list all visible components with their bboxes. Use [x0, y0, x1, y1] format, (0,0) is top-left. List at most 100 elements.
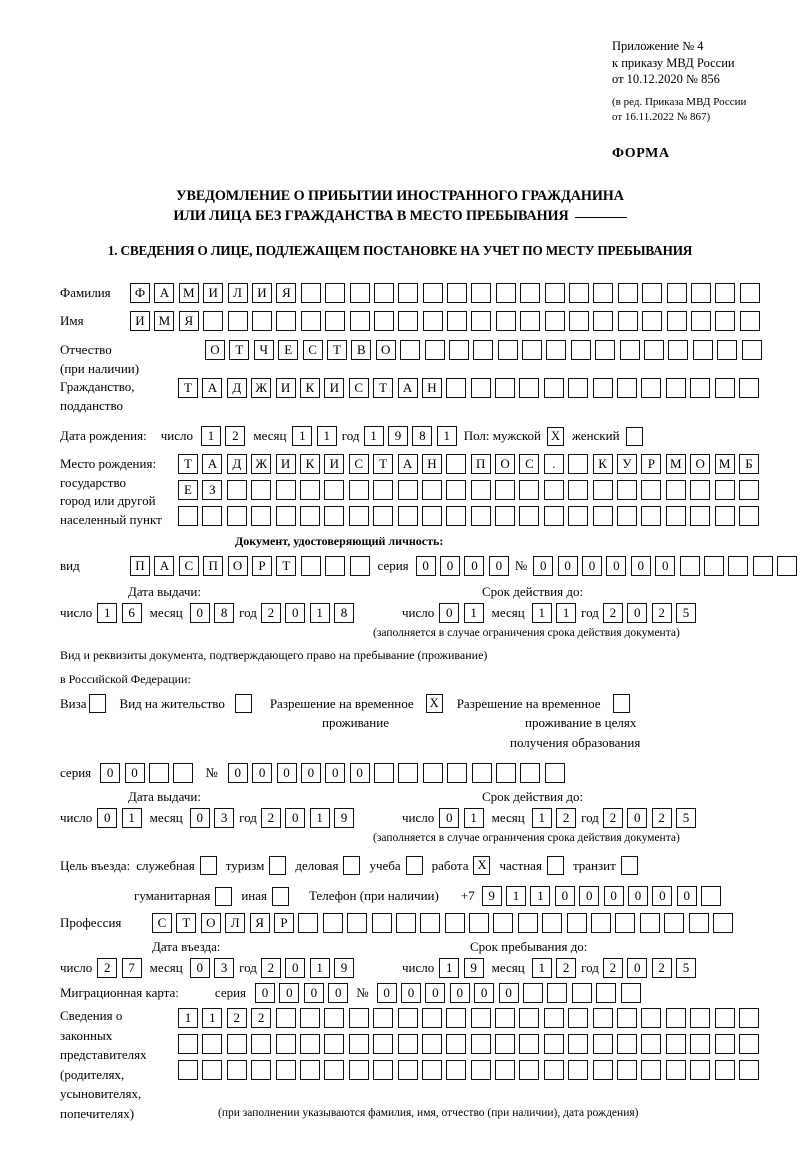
- cell[interactable]: [592, 378, 613, 398]
- cell[interactable]: [373, 283, 394, 303]
- cell[interactable]: 3: [214, 958, 235, 978]
- cell[interactable]: Р: [273, 913, 294, 933]
- cell[interactable]: Ж: [251, 378, 272, 398]
- cell[interactable]: [495, 378, 516, 398]
- cell[interactable]: 1: [463, 808, 484, 828]
- cell[interactable]: [714, 1060, 735, 1080]
- cell[interactable]: 0: [488, 556, 509, 576]
- cell[interactable]: [592, 506, 613, 526]
- cell[interactable]: [641, 1060, 662, 1080]
- cell[interactable]: [566, 913, 587, 933]
- purpose-option-checkbox[interactable]: [271, 886, 289, 906]
- cell[interactable]: 9: [463, 958, 484, 978]
- cell[interactable]: Е: [178, 480, 198, 500]
- cell[interactable]: [641, 1008, 662, 1028]
- cell[interactable]: [299, 480, 320, 500]
- cell[interactable]: [543, 378, 564, 398]
- cell[interactable]: [178, 506, 198, 526]
- cell[interactable]: 1: [363, 426, 384, 446]
- cell[interactable]: [543, 506, 564, 526]
- cell[interactable]: Ф: [130, 283, 150, 303]
- cell[interactable]: [665, 1008, 686, 1028]
- cell[interactable]: [546, 340, 567, 360]
- cell[interactable]: [592, 1008, 613, 1028]
- cell[interactable]: [173, 763, 194, 783]
- cell[interactable]: И: [324, 378, 345, 398]
- cell[interactable]: 1: [309, 958, 330, 978]
- cell[interactable]: [617, 311, 638, 331]
- cell[interactable]: [752, 556, 773, 576]
- cell[interactable]: 0: [349, 763, 370, 783]
- cell[interactable]: О: [495, 454, 516, 474]
- cell[interactable]: 9: [387, 426, 408, 446]
- cell[interactable]: [690, 480, 711, 500]
- cell[interactable]: 0: [474, 983, 495, 1003]
- cell[interactable]: [447, 283, 468, 303]
- cell[interactable]: [495, 1060, 516, 1080]
- cell[interactable]: 8: [334, 603, 354, 623]
- cell[interactable]: [473, 340, 494, 360]
- cell[interactable]: [714, 1034, 735, 1054]
- cell[interactable]: [324, 480, 345, 500]
- cell[interactable]: [495, 1008, 516, 1028]
- visa-checkbox[interactable]: [88, 694, 106, 713]
- cell[interactable]: [690, 1060, 711, 1080]
- cell[interactable]: 0: [376, 983, 397, 1003]
- cell[interactable]: [322, 913, 343, 933]
- cell[interactable]: 2: [651, 808, 672, 828]
- cell[interactable]: 0: [464, 556, 485, 576]
- cell[interactable]: Т: [178, 454, 198, 474]
- cell[interactable]: [617, 1034, 638, 1054]
- cell[interactable]: 1: [506, 886, 527, 906]
- cell[interactable]: 1: [309, 808, 330, 828]
- cell[interactable]: 2: [251, 1008, 272, 1028]
- cell[interactable]: [568, 1008, 589, 1028]
- cell[interactable]: 0: [97, 808, 118, 828]
- cell[interactable]: [444, 913, 465, 933]
- cell[interactable]: О: [200, 913, 221, 933]
- cell[interactable]: [520, 283, 541, 303]
- cell[interactable]: 0: [189, 958, 210, 978]
- purpose-option-checkbox[interactable]: [215, 886, 233, 906]
- cell[interactable]: [148, 763, 169, 783]
- cell[interactable]: 2: [556, 808, 577, 828]
- cell[interactable]: [690, 506, 711, 526]
- cell[interactable]: 2: [260, 603, 281, 623]
- cell[interactable]: [373, 1034, 394, 1054]
- cell[interactable]: [446, 378, 467, 398]
- cell[interactable]: 5: [676, 603, 696, 623]
- cell[interactable]: [470, 1060, 491, 1080]
- cell[interactable]: [543, 480, 564, 500]
- cell[interactable]: [717, 340, 738, 360]
- cell[interactable]: А: [154, 283, 175, 303]
- cell[interactable]: [738, 378, 759, 398]
- cell[interactable]: [712, 913, 733, 933]
- cell[interactable]: 1: [292, 426, 313, 446]
- cell[interactable]: О: [205, 340, 225, 360]
- cell[interactable]: [665, 1060, 686, 1080]
- cell[interactable]: [690, 1008, 711, 1028]
- cell[interactable]: [619, 340, 640, 360]
- cell[interactable]: [741, 340, 762, 360]
- cell[interactable]: [398, 283, 419, 303]
- cell[interactable]: [714, 506, 735, 526]
- cell[interactable]: [617, 1008, 638, 1028]
- cell[interactable]: [447, 311, 468, 331]
- cell[interactable]: 1: [202, 1008, 223, 1028]
- cell[interactable]: [373, 1008, 394, 1028]
- cell[interactable]: [446, 1008, 467, 1028]
- cell[interactable]: [701, 886, 722, 906]
- cell[interactable]: 1: [121, 808, 142, 828]
- cell[interactable]: А: [202, 378, 223, 398]
